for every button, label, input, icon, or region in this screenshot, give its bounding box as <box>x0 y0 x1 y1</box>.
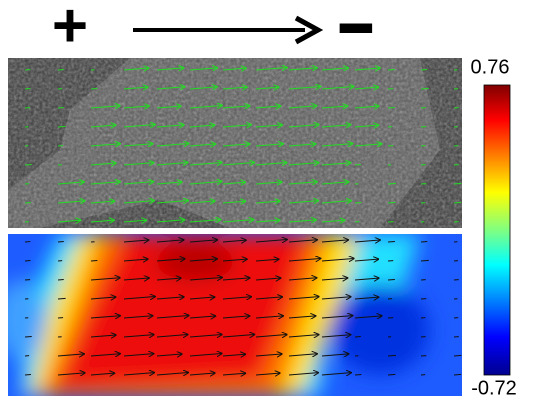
flow-arrow <box>58 126 66 127</box>
colorbar-min: -0.72 <box>471 377 517 399</box>
figure: + - 0.76 -0.72 <box>0 0 534 404</box>
flow-arrow <box>388 279 395 280</box>
colorbar-max: 0.76 <box>471 56 510 78</box>
flow-arrow <box>388 107 395 108</box>
flow-arrow <box>355 202 361 203</box>
plus-sign: + <box>52 0 88 60</box>
flow-arrow <box>388 183 396 184</box>
flow-arrow <box>25 164 32 165</box>
flow-arrow <box>421 241 427 242</box>
flow-arrow <box>355 374 361 375</box>
flow-arrow <box>388 355 396 356</box>
flow-arrow <box>454 183 461 184</box>
flow-arrow <box>388 241 395 242</box>
flow-arrow <box>91 88 97 89</box>
flow-arrow <box>421 88 429 89</box>
colorbar <box>484 85 510 375</box>
flow-arrow <box>25 336 32 337</box>
flow-arrow <box>58 298 66 299</box>
flow-arrow <box>388 374 395 375</box>
flow-arrow <box>454 374 461 375</box>
flow-arrow <box>388 69 395 70</box>
flow-arrow <box>421 260 429 261</box>
flow-arrow <box>454 202 461 203</box>
minus-sign: - <box>335 0 378 66</box>
microscopy-image <box>8 58 462 228</box>
heatmap <box>0 234 462 396</box>
flow-arrow <box>454 355 461 356</box>
flow-arrow <box>421 69 427 70</box>
flow-arrow <box>388 202 395 203</box>
flow-arrow <box>91 260 97 261</box>
